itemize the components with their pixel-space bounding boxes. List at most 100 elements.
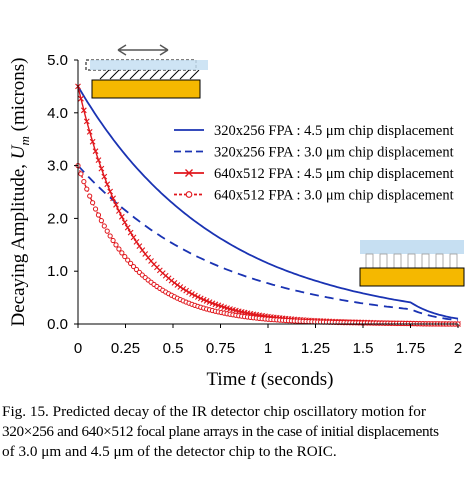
bump-hatch — [189, 69, 200, 80]
x-tick-label: 0 — [74, 340, 82, 357]
series-640-3p0-marker — [130, 263, 137, 270]
series-640-3p0-marker — [87, 193, 93, 199]
series-640-3p0-marker — [84, 186, 90, 192]
series-640-4p5-marker — [124, 224, 131, 231]
series-640-3p0-marker — [95, 212, 102, 218]
series-640-3p0-marker — [81, 179, 87, 185]
series-640-3p0-marker — [107, 233, 113, 239]
legend-x-marker — [185, 169, 193, 177]
y-axis-title: Decaying Amplitude, Um (microns) — [8, 57, 32, 326]
bump-hatch — [169, 69, 180, 80]
series-640-4p5-marker — [186, 289, 192, 296]
bump-hatch — [99, 69, 110, 80]
series-640-3p0-marker — [113, 242, 119, 248]
roic-substrate-top — [91, 79, 201, 99]
series-640-4p5-marker — [183, 287, 190, 294]
series-640-4p5-marker — [116, 208, 122, 214]
bump-hatch — [179, 69, 190, 80]
series-640-4p5-marker — [107, 188, 114, 195]
x-tick-label: 2 — [454, 340, 462, 357]
series-640-3p0-marker — [128, 260, 134, 266]
legend-label: 640x512 FPA : 3.0 μm chip displacement — [214, 188, 454, 204]
series-640-4p5-marker — [89, 138, 96, 145]
detector-chip-top — [90, 60, 208, 70]
y-tick-label: 0.0 — [47, 316, 68, 333]
decay-chart: 0.0 1.0 2.0 3.0 4.0 5.0 0 0.25 0.5 0.75 1 1.25 1.5 1.… — [8, 44, 465, 390]
series-640-4p5-marker — [130, 234, 137, 241]
caption-line: Fig. 15. Predicted decay of the IR detec… — [2, 403, 426, 420]
legend-circle-marker — [185, 191, 193, 198]
series-640-4p5-marker — [194, 294, 201, 300]
series-640-4p5-marker — [180, 285, 187, 292]
axes: 0.0 1.0 2.0 3.0 4.0 5.0 0 0.25 0.5 0.75 1 1.25 1.5 1.… — [47, 52, 462, 357]
series-640-4p5-marker — [174, 282, 181, 288]
y-tick-label: 5.0 — [47, 52, 68, 69]
indium-bump — [449, 253, 458, 269]
x-tick-label: 1 — [264, 340, 272, 357]
series-640-4p5-marker — [121, 219, 128, 226]
indium-bump — [435, 253, 444, 269]
series-640-4p5-marker — [200, 296, 207, 303]
indium-bump — [379, 253, 388, 269]
legend-label: 320x256 FPA : 4.5 μm chip displacement — [214, 123, 454, 139]
indium-bump — [421, 253, 430, 269]
series-640-4p5-marker — [98, 165, 105, 172]
series-640-3p0-marker — [98, 218, 104, 224]
series-640-3p0-marker — [92, 206, 99, 212]
series-640-4p5-marker — [189, 291, 195, 297]
series-640-3p0-marker — [104, 228, 110, 234]
series-640-4p5-marker — [192, 292, 198, 299]
series-640-4p5-marker — [118, 213, 125, 220]
y-tick-label: 4.0 — [47, 105, 68, 122]
indium-bump — [365, 253, 374, 269]
series-640-4p5-marker — [104, 181, 111, 188]
series-lines — [75, 83, 461, 327]
series-640-4p5-marker — [133, 238, 140, 245]
bump-hatch — [119, 69, 130, 80]
legend: 320x256 FPA : 4.5 μm chip displacement 32… — [174, 123, 454, 204]
series-640-4p5-marker — [171, 279, 178, 286]
x-tick-label: 1.25 — [301, 340, 330, 357]
indium-bump — [393, 253, 402, 269]
series-640-4p5-marker — [86, 128, 93, 135]
series-640-3p0-marker — [78, 171, 84, 177]
series-320-4p5-line — [77, 85, 459, 320]
series-640-4p5-marker — [110, 195, 116, 202]
displacement-arrow — [117, 44, 169, 56]
x-axis-title: Time t (seconds) — [206, 369, 333, 390]
x-tick-label: 0.75 — [206, 340, 235, 357]
x-tick-label: 1.75 — [396, 340, 425, 357]
series-640-4p5-marker — [139, 247, 146, 254]
series-640-3p0-marker — [122, 253, 128, 260]
series-640-4p5-marker — [127, 229, 134, 236]
bump-hatch — [129, 69, 140, 80]
detector-illustrations — [85, 44, 465, 287]
caption-line: 320×256 and 640×512 focal plane arrays i… — [2, 423, 439, 440]
series-640-4p5-marker — [83, 118, 90, 125]
figure-caption: Fig. 15. Predicted decay of the IR detec… — [2, 402, 472, 462]
series-640-4p5-marker — [95, 157, 102, 164]
series-640-4p5-marker — [78, 95, 84, 102]
roic-substrate-right — [359, 267, 465, 287]
y-tick-label: 3.0 — [47, 158, 68, 175]
legend-label: 320x256 FPA : 3.0 μm chip displacement — [214, 145, 454, 161]
legend-label: 640x512 FPA : 4.5 μm chip displacement — [214, 166, 454, 182]
series-640-4p5-marker — [136, 243, 143, 249]
series-640-4p5-marker — [80, 107, 87, 114]
series-640-3p0-marker — [125, 257, 131, 263]
series-640-4p5-marker — [92, 148, 99, 155]
series-640-4p5-marker — [197, 295, 204, 302]
indium-bump — [407, 253, 416, 269]
series-640-4p5-marker — [177, 284, 184, 290]
series-640-3p0-marker — [90, 200, 96, 206]
series-640-3p0-marker — [119, 250, 125, 256]
series-640-3p0-marker — [116, 246, 122, 252]
x-tick-label: 0.25 — [111, 340, 140, 357]
bump-hatch — [159, 69, 170, 80]
bump-hatch — [109, 69, 120, 80]
detector-chip-right — [360, 240, 464, 254]
series-640-3p0-marker — [110, 237, 116, 244]
y-tick-label: 1.0 — [47, 263, 68, 280]
bump-hatch — [149, 69, 160, 80]
y-tick-label: 2.0 — [47, 210, 68, 227]
